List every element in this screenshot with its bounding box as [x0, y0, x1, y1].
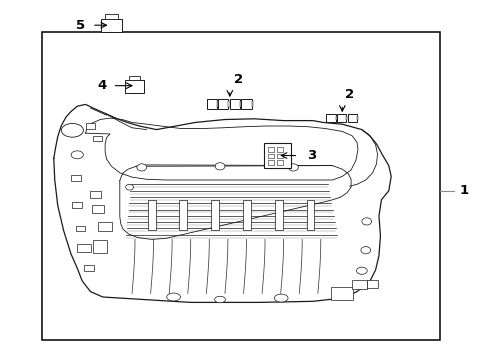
- Bar: [76, 226, 85, 231]
- Ellipse shape: [361, 218, 371, 225]
- Ellipse shape: [288, 164, 298, 171]
- Ellipse shape: [137, 164, 146, 171]
- Text: 2: 2: [345, 88, 353, 101]
- Bar: [351, 280, 366, 289]
- Bar: [216, 102, 218, 107]
- Bar: [93, 240, 107, 253]
- Bar: [276, 154, 282, 158]
- Bar: [93, 136, 102, 141]
- Bar: [85, 123, 95, 129]
- Bar: [264, 143, 291, 168]
- Bar: [92, 205, 103, 213]
- Bar: [179, 200, 187, 230]
- Bar: [347, 114, 356, 122]
- Text: 4: 4: [97, 79, 106, 92]
- Bar: [356, 116, 357, 121]
- Bar: [124, 80, 144, 93]
- Ellipse shape: [360, 247, 370, 254]
- Ellipse shape: [274, 294, 287, 302]
- Bar: [218, 99, 228, 109]
- Bar: [71, 175, 81, 181]
- Ellipse shape: [71, 151, 83, 159]
- Bar: [228, 102, 229, 107]
- Ellipse shape: [215, 163, 224, 170]
- Bar: [147, 200, 155, 230]
- Bar: [335, 116, 336, 121]
- Bar: [105, 14, 118, 19]
- Text: 1: 1: [459, 184, 468, 197]
- Bar: [267, 160, 273, 165]
- Ellipse shape: [214, 296, 225, 303]
- Text: 2: 2: [234, 73, 243, 86]
- Bar: [229, 99, 240, 109]
- Bar: [267, 147, 273, 152]
- Bar: [90, 191, 101, 198]
- Bar: [331, 287, 352, 300]
- Bar: [41, 32, 439, 340]
- Ellipse shape: [166, 293, 180, 301]
- Bar: [206, 99, 216, 109]
- Bar: [243, 200, 250, 230]
- Bar: [274, 200, 282, 230]
- Bar: [84, 265, 94, 271]
- Bar: [326, 114, 335, 122]
- Bar: [241, 99, 251, 109]
- Bar: [276, 160, 282, 165]
- Bar: [101, 19, 122, 32]
- Bar: [267, 154, 273, 158]
- Bar: [240, 102, 241, 107]
- Bar: [276, 147, 282, 152]
- Text: 5: 5: [76, 19, 85, 32]
- Bar: [128, 76, 140, 80]
- Ellipse shape: [61, 123, 83, 137]
- Text: 3: 3: [306, 149, 316, 162]
- Bar: [211, 200, 219, 230]
- Bar: [336, 114, 346, 122]
- Bar: [72, 202, 82, 208]
- Bar: [251, 102, 252, 107]
- Bar: [98, 222, 112, 231]
- Bar: [77, 244, 91, 252]
- Ellipse shape: [125, 184, 133, 190]
- Bar: [306, 200, 314, 230]
- Bar: [366, 280, 377, 288]
- Ellipse shape: [356, 267, 366, 274]
